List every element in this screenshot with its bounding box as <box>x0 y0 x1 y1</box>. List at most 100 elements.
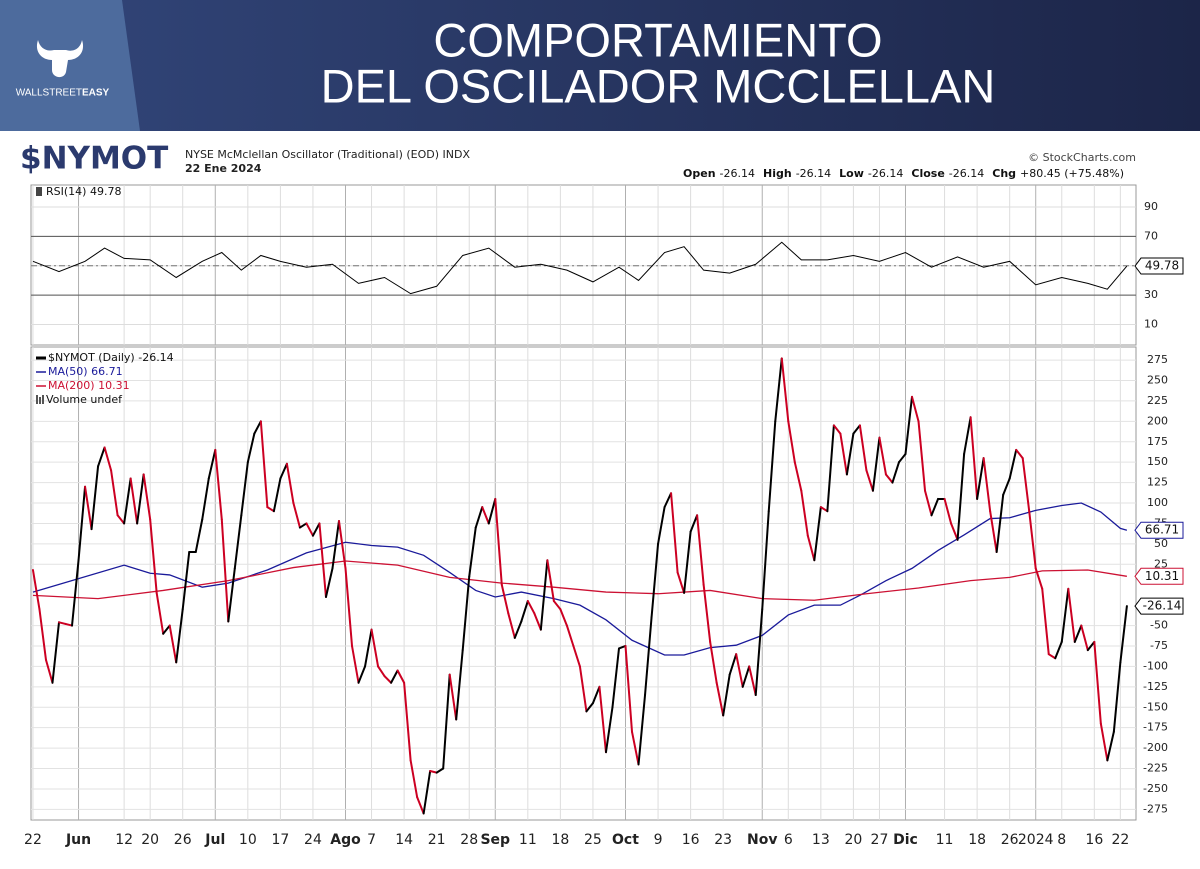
value-tag: 66.71 <box>1145 523 1179 537</box>
rsi-legend: RSI(14) 49.78 <box>46 185 121 198</box>
quote-label: High <box>763 167 792 180</box>
oscillator-segment <box>845 432 855 476</box>
oscillator-segment <box>84 485 93 531</box>
x-tick-label: 11 <box>936 832 954 848</box>
oscillator-segment <box>344 567 354 647</box>
x-tick-label: 12 <box>115 832 133 848</box>
legend-label: MA(200) 10.31 <box>48 379 130 392</box>
oscillator-segment <box>298 522 308 529</box>
value-tag-box <box>1134 521 1184 539</box>
oscillator-segment <box>956 453 966 541</box>
value-tag-box <box>1134 257 1184 275</box>
oscillator-segment <box>924 489 933 517</box>
oscillator-segment <box>852 424 861 435</box>
oscillator-segment <box>455 649 464 721</box>
oscillator-segment <box>44 658 54 684</box>
oscillator-segment <box>780 357 790 423</box>
y-tick-label: -250 <box>1143 782 1168 795</box>
x-tick-label: 22 <box>24 832 42 848</box>
oscillator-segment <box>591 685 601 705</box>
main-panel <box>30 346 1137 821</box>
oscillator-segment <box>370 628 380 668</box>
quote-value: +80.45 (+75.48%) <box>1020 167 1124 180</box>
oscillator-segment <box>1054 640 1063 660</box>
oscillator-segment <box>995 493 1005 554</box>
quote-value: -26.14 <box>868 167 903 180</box>
oscillator-segment <box>1099 722 1109 762</box>
oscillator-segment <box>670 492 679 574</box>
quote-value: -26.14 <box>796 167 831 180</box>
oscillator-segment <box>891 461 900 484</box>
oscillator-segment <box>149 518 158 594</box>
oscillator-segment <box>1073 624 1083 643</box>
oscillator-segment <box>1106 730 1115 762</box>
oscillator-segment <box>930 497 940 517</box>
x-tick-label: 23 <box>714 832 732 848</box>
oscillator-segment <box>390 669 399 684</box>
oscillator-segment <box>976 457 985 500</box>
oscillator-segment <box>116 514 126 525</box>
value-tag-box <box>1134 567 1184 585</box>
source: © StockCharts.com <box>1028 151 1136 164</box>
oscillator-segment <box>969 416 979 500</box>
y-tick-label: -200 <box>1143 741 1168 754</box>
oscillator-segment <box>162 624 171 635</box>
legend-swatch <box>42 395 44 404</box>
oscillator-segment <box>787 420 796 464</box>
y-tick-label: 10 <box>1144 317 1158 330</box>
oscillator-segment <box>611 647 620 709</box>
logo-icon <box>36 40 84 78</box>
y-tick-label: -75 <box>1150 639 1168 652</box>
oscillator-segment <box>207 448 217 480</box>
oscillator-segment <box>136 473 145 525</box>
oscillator-segment <box>351 644 360 684</box>
oscillator-segment <box>409 759 419 799</box>
oscillator-segment <box>442 673 451 770</box>
x-tick-label: 25 <box>584 832 602 848</box>
oscillator-segment <box>364 628 373 668</box>
x-tick-label: 14 <box>395 832 413 848</box>
oscillator-segment <box>982 457 992 513</box>
chart-title: NYSE McMclellan Oscillator (Traditional)… <box>185 148 470 161</box>
oscillator-segment <box>683 530 692 594</box>
oscillator-segment <box>559 608 568 627</box>
value-tag: -26.14 <box>1143 599 1182 613</box>
oscillator-segment <box>77 485 87 562</box>
oscillator-segment <box>709 640 718 684</box>
x-tick-label: 16 <box>1085 832 1103 848</box>
oscillator-segment <box>220 518 230 623</box>
oscillator-segment <box>461 575 471 652</box>
oscillator-segment <box>500 583 510 615</box>
y-tick-label: -175 <box>1143 721 1168 734</box>
chart-date: 22 Ene 2024 <box>185 162 262 175</box>
quote-value: -26.14 <box>949 167 984 180</box>
oscillator-segment <box>324 567 334 598</box>
oscillator-segment <box>950 522 959 541</box>
oscillator-segment <box>1002 477 1011 496</box>
oscillator-segment <box>865 469 874 492</box>
y-tick-label: 125 <box>1147 476 1168 489</box>
y-tick-label: 250 <box>1147 373 1168 386</box>
x-tick-label: 18 <box>968 832 986 848</box>
oscillator-segment <box>963 416 972 456</box>
oscillator-segment <box>806 534 816 562</box>
oscillator-segment <box>468 526 477 578</box>
oscillator-segment <box>1015 448 1024 460</box>
oscillator-segment <box>1080 624 1089 652</box>
oscillator-segment <box>357 665 367 684</box>
oscillator-segment <box>57 621 67 625</box>
y-tick-label: 90 <box>1144 200 1158 213</box>
legend-label: $NYMOT (Daily) -26.14 <box>48 351 174 364</box>
oscillator-segment <box>494 497 503 586</box>
oscillator-segment <box>1008 448 1018 480</box>
oscillator-segment <box>650 542 660 619</box>
oscillator-segment <box>194 518 204 554</box>
oscillator-segment <box>51 621 60 684</box>
y-tick-label: 225 <box>1147 394 1168 407</box>
legend-swatch <box>36 395 38 404</box>
logo-text-bold: EASY <box>82 88 110 99</box>
legend-label: Volume undef <box>46 393 123 406</box>
oscillator-segment <box>97 446 106 468</box>
oscillator-segment <box>754 608 764 697</box>
oscillator-segment <box>331 520 340 570</box>
